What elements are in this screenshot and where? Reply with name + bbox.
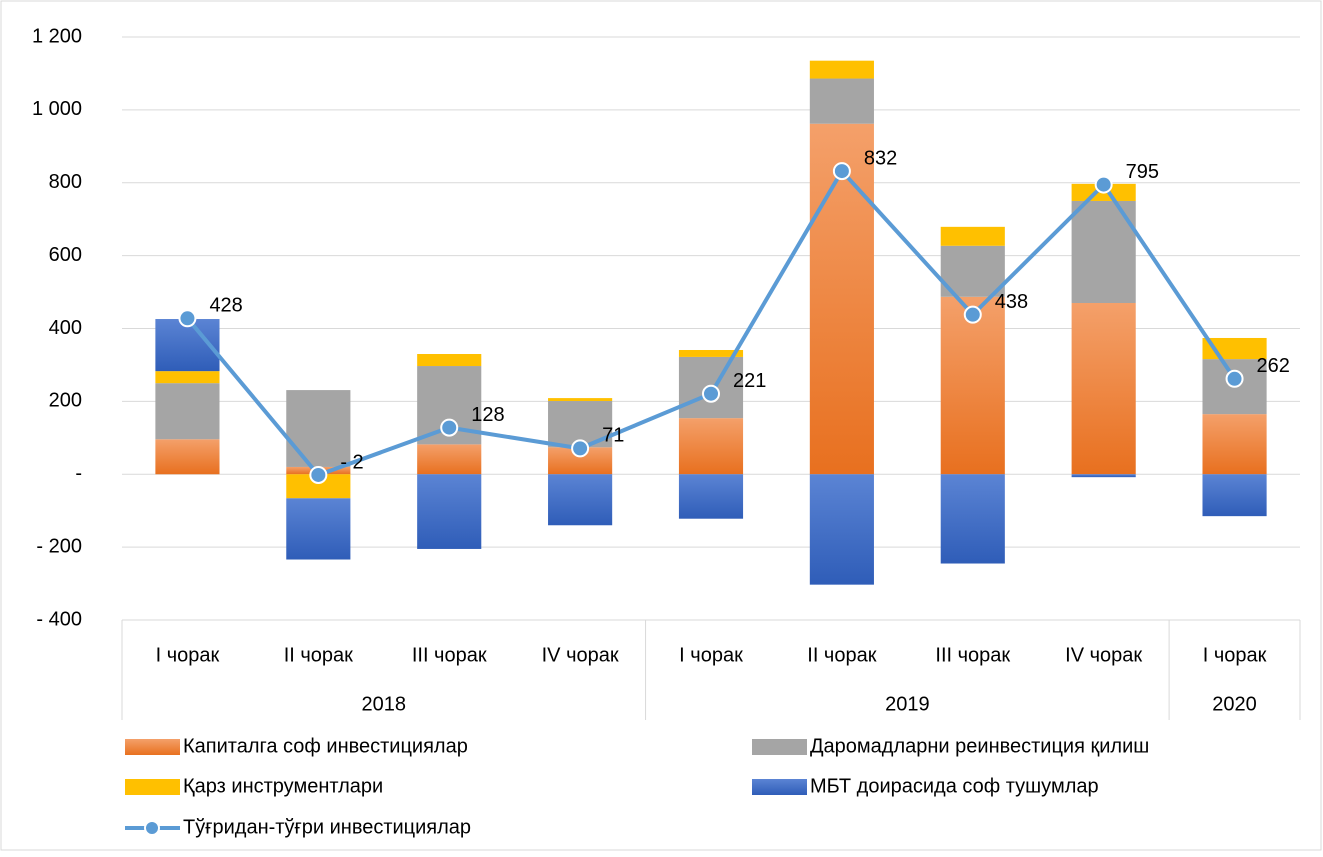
x-tick-label: III чорак	[935, 644, 1010, 666]
y-tick-label: 400	[49, 317, 82, 339]
group-label: 2018	[362, 693, 407, 715]
bar-segment	[155, 439, 220, 475]
x-tick-label: II чорак	[807, 644, 876, 666]
bar-segment	[155, 383, 220, 440]
x-tick-label: I чорак	[156, 644, 220, 666]
bar-segment	[940, 474, 1005, 564]
data-label: 71	[602, 425, 624, 447]
bar-segment	[678, 474, 744, 519]
legend-label: Тўғридан-тўғри инвестициялар	[183, 816, 471, 838]
legend-label: Қарз инструментлари	[183, 775, 383, 797]
bar-segment	[1202, 474, 1267, 517]
line-marker	[963, 305, 982, 324]
bar-segment	[1071, 302, 1136, 475]
x-tick-label: IV чорак	[1065, 644, 1142, 666]
bar-segment	[809, 60, 874, 79]
bar-segment	[678, 349, 744, 357]
x-tick-label: II чорак	[284, 644, 353, 666]
bar-segment	[417, 354, 482, 367]
data-label: 262	[1257, 355, 1290, 377]
y-tick-label: 1 200	[32, 25, 82, 47]
bar-segment	[548, 474, 613, 526]
legend-swatch	[752, 739, 807, 755]
data-label: 832	[864, 147, 897, 169]
legend-swatch	[125, 779, 180, 795]
line-marker	[309, 465, 328, 484]
bar-segment	[809, 123, 874, 475]
y-tick-label: 600	[49, 244, 82, 266]
legend-swatch	[125, 739, 180, 755]
x-tick-label: III чорак	[412, 644, 487, 666]
bar-segment	[940, 226, 1005, 246]
y-tick-label: 800	[49, 171, 82, 193]
legend-label: МБТ доирасида соф тушумлар	[810, 775, 1099, 797]
legend-swatch	[752, 779, 807, 795]
x-tick-label: I чорак	[1203, 644, 1267, 666]
y-tick-label: - 400	[36, 608, 82, 630]
legend-marker	[144, 820, 160, 836]
line-marker	[1225, 369, 1244, 388]
data-label: - 2	[340, 451, 363, 473]
bar-segment	[286, 390, 351, 467]
bar-segment	[548, 398, 613, 402]
bar-segment	[155, 371, 220, 384]
bar-segment	[809, 474, 874, 585]
y-tick-label: - 200	[36, 535, 82, 557]
group-label: 2019	[885, 693, 930, 715]
legend-label: Даромадларни реинвестиция қилиш	[810, 735, 1149, 757]
bar-segment	[678, 418, 744, 475]
bar-segment	[1202, 414, 1267, 475]
bar-segment	[809, 78, 874, 124]
data-label: 795	[1126, 161, 1159, 183]
bar-segment	[286, 498, 351, 560]
bar-segment	[417, 444, 482, 475]
bar-segment	[940, 296, 1005, 475]
line-marker	[571, 439, 590, 458]
y-tick-label: -	[75, 463, 82, 485]
group-label: 2020	[1212, 693, 1257, 715]
line-marker	[1094, 175, 1113, 194]
line-marker	[832, 162, 851, 181]
bar-segment	[417, 474, 482, 549]
data-label: 128	[471, 404, 504, 426]
data-label: 221	[733, 370, 766, 392]
line-marker	[702, 384, 720, 403]
line-marker	[440, 418, 459, 437]
bar-segment	[1071, 474, 1136, 478]
x-tick-label: IV чорак	[542, 644, 619, 666]
x-tick-label: I чорак	[679, 644, 743, 666]
y-tick-label: 1 000	[32, 98, 82, 120]
data-label: 428	[209, 295, 242, 317]
legend-label: Капиталга соф инвестициялар	[183, 735, 468, 757]
data-label: 438	[995, 291, 1028, 313]
line-marker	[178, 309, 197, 328]
y-tick-label: 200	[49, 390, 82, 412]
